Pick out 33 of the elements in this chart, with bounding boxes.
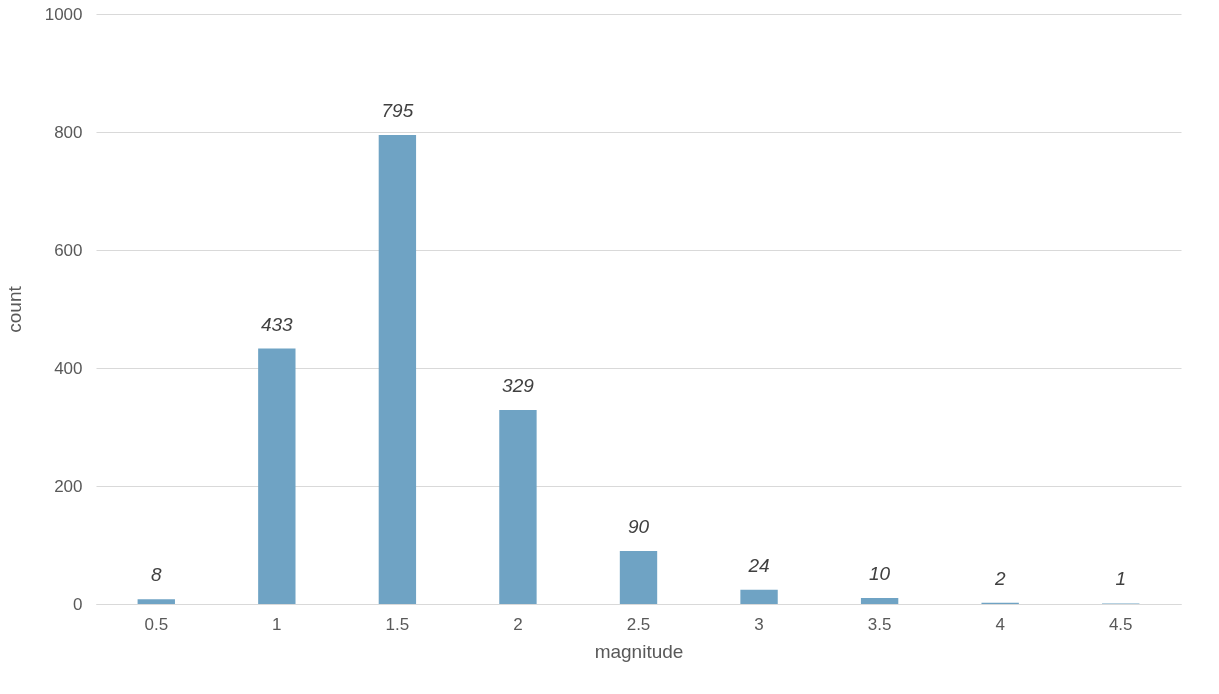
x-tick-label: 2 (513, 614, 523, 634)
bar (499, 409, 537, 604)
data-label: 433 (260, 313, 294, 335)
y-axis-title: count (3, 285, 25, 333)
data-label: 8 (150, 564, 162, 586)
x-tick-label: 4.5 (1108, 614, 1133, 634)
data-label: 2 (993, 567, 1006, 589)
bar (619, 550, 658, 604)
y-tick-label: 0 (73, 594, 83, 614)
bar (137, 599, 175, 604)
data-label: 329 (502, 374, 535, 396)
x-tick-label: 3 (754, 614, 764, 634)
y-tick-label: 400 (54, 358, 83, 378)
y-tick-label: 200 (54, 476, 83, 496)
bar (740, 589, 778, 604)
x-tick-label: 2.5 (626, 614, 651, 634)
x-tick-label: 1 (272, 614, 282, 634)
data-label: 24 (747, 554, 770, 576)
y-tick-label: 800 (54, 122, 83, 142)
bar (258, 348, 296, 604)
data-label: 90 (627, 515, 650, 537)
x-axis-title: magnitude (594, 640, 684, 662)
x-tick-label: 0.5 (144, 614, 169, 634)
data-label: 795 (381, 99, 414, 121)
data-label: 10 (869, 563, 891, 585)
y-tick-label: 1000 (44, 4, 83, 24)
bar (378, 134, 417, 604)
x-tick-label: 1.5 (385, 614, 410, 634)
bar (860, 598, 899, 604)
x-tick-label: 4 (995, 614, 1005, 634)
y-tick-label: 600 (54, 240, 83, 260)
x-tick-label: 3.5 (867, 614, 892, 634)
data-label: 1 (1115, 568, 1127, 590)
